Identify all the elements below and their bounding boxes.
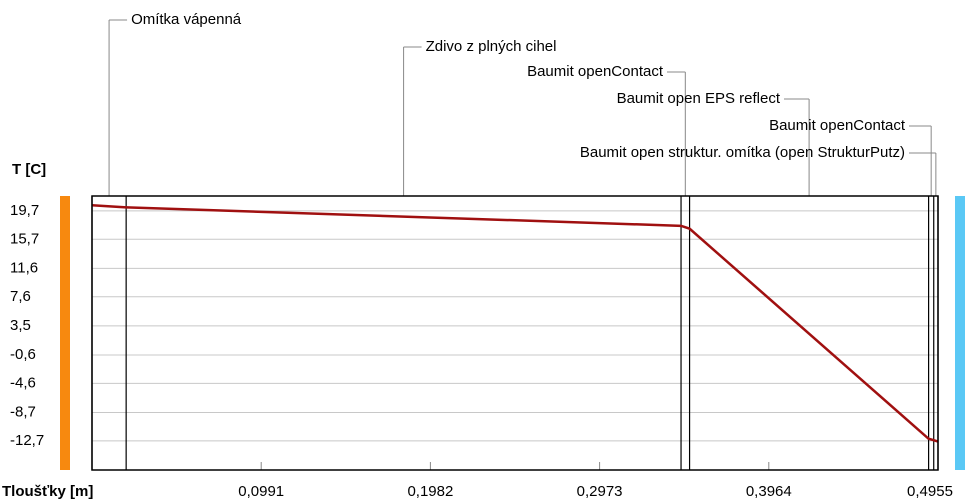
y-tick-label: -12,7 <box>10 432 44 449</box>
layer-label: Omítka vápenná <box>131 11 242 28</box>
y-tick-label: 11,6 <box>10 259 38 276</box>
y-tick-label: 15,7 <box>10 230 39 247</box>
x-tick-label: 0,0991 <box>238 483 284 500</box>
layer-label: Baumit open EPS reflect <box>617 90 781 107</box>
x-tick-label: 0,3964 <box>746 483 792 500</box>
inside-bar <box>60 196 70 470</box>
y-tick-label: 19,7 <box>10 202 39 219</box>
outside-bar <box>955 196 965 470</box>
layer-label: Baumit openContact <box>769 117 906 134</box>
y-tick-label: -4,6 <box>10 374 36 391</box>
layer-label: Zdivo z plných cihel <box>426 38 557 55</box>
y-axis-label: T [C] <box>12 161 46 178</box>
y-tick-label: -0,6 <box>10 346 36 363</box>
layer-label: Baumit openContact <box>527 63 664 80</box>
y-tick-label: -8,7 <box>10 403 36 420</box>
x-tick-label: 0,1982 <box>407 483 453 500</box>
y-tick-label: 3,5 <box>10 317 31 334</box>
plot-frame <box>91 195 939 471</box>
x-tick-label: 0,4955 <box>907 483 953 500</box>
layer-label: Baumit open struktur. omítka (open Struk… <box>580 144 905 161</box>
y-tick-label: 7,6 <box>10 288 31 305</box>
x-axis-label: Tloušťky [m] <box>2 483 93 500</box>
plot-area <box>92 196 938 470</box>
x-tick-label: 0,2973 <box>577 483 623 500</box>
temperature-line <box>91 203 939 443</box>
